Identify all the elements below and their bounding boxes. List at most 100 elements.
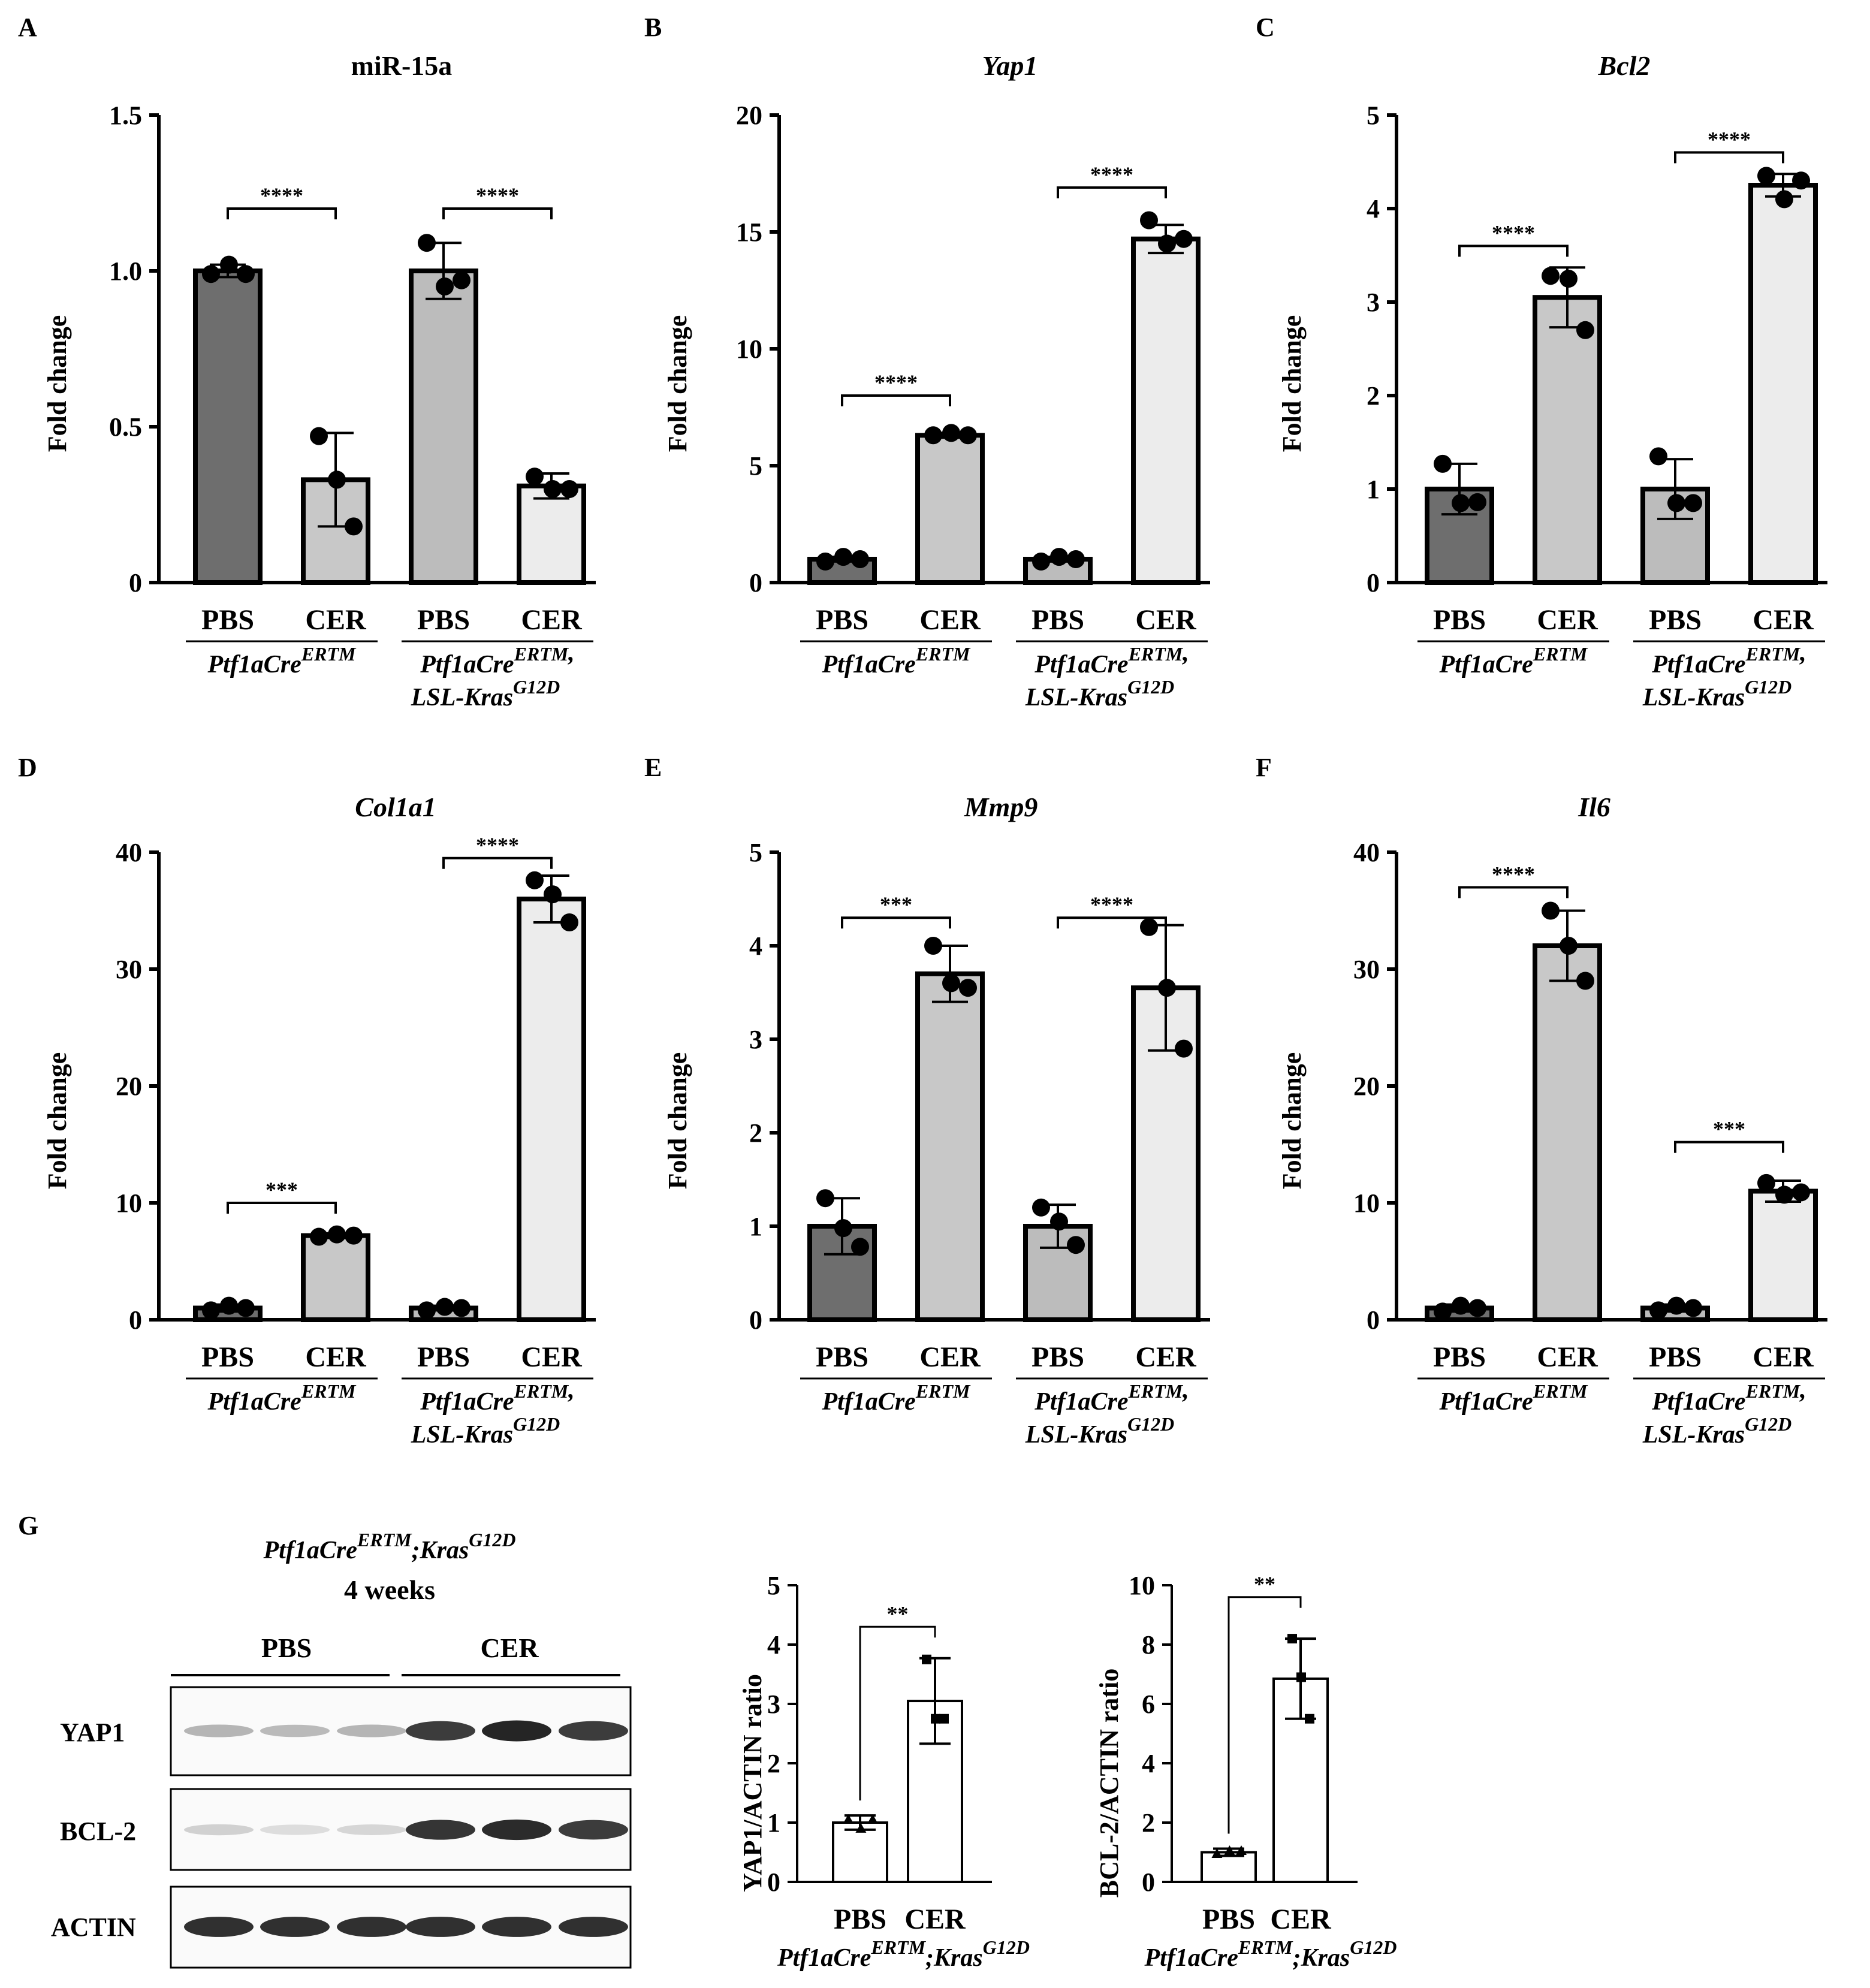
x-label-cer: CER [521, 604, 583, 636]
y-tick-labels: 0 5 10 15 20 [736, 101, 762, 598]
svg-text:Ptf1aCreERTM: Ptf1aCreERTM [822, 1380, 972, 1416]
y-tick-label: 3 [767, 1690, 780, 1719]
x-label-cer: CER [305, 604, 367, 636]
y-tick-label: 30 [1353, 955, 1380, 984]
significance-label: **** [1492, 862, 1535, 886]
panel-f: F Il6 Fold change 0 10 20 30 40 **** ***… [1256, 753, 1827, 1449]
data-point [526, 467, 544, 486]
data-point [1296, 1672, 1306, 1682]
plot-area [1387, 850, 1827, 1380]
plot-area [788, 1584, 992, 1884]
data-point [544, 885, 562, 904]
panel-e: E Mmp9 Fold change 0 1 2 3 4 5 *** **** … [644, 753, 1210, 1449]
genotype-superscript: ERTM [1128, 1380, 1184, 1402]
quant-genotype-label: Ptf1aCreERTM;KrasG12D [1144, 1936, 1397, 1972]
blot-title-duration: 4 weeks [344, 1574, 435, 1605]
panel-c: C Bcl2 Fold change 0 1 2 3 4 5 **** ****… [1256, 13, 1827, 711]
blot-band [406, 1917, 475, 1937]
data-point [1140, 211, 1158, 230]
significance-bracket [1674, 151, 1784, 164]
significance-label: **** [1090, 892, 1133, 916]
y-tick-label: 4 [749, 931, 762, 961]
data-point [1158, 979, 1176, 997]
data-point [1649, 1301, 1667, 1320]
data-point [1434, 454, 1452, 473]
bar [1131, 236, 1201, 585]
y-tick-label: 10 [116, 1188, 142, 1218]
data-point [560, 913, 578, 931]
data-point [942, 424, 960, 442]
x-label-cer: CER [1753, 604, 1814, 636]
chart-title-mir15a: miR-15a [351, 50, 453, 81]
genotype-superscript: ERTM [1533, 643, 1588, 665]
data-point [1236, 1845, 1247, 1856]
plot-area [1162, 1584, 1358, 1884]
y-tick-labels: 0 10 20 30 40 [116, 838, 142, 1335]
data-point [1468, 493, 1486, 511]
x-label-cer: CER [521, 1341, 583, 1373]
genotype-superscript: G12D [1127, 1413, 1174, 1435]
significance-bracket [841, 394, 951, 406]
genotype-base: LSL-Kras [1642, 1421, 1745, 1449]
x-label-cer: CER [919, 1341, 981, 1373]
significance-label: ** [887, 1601, 909, 1625]
y-tick-label: 1.5 [109, 101, 142, 130]
svg-text:LSL-KrasG12D: LSL-KrasG12D [411, 676, 560, 711]
x-group-labels: PBS CER PBS CER [816, 604, 1197, 636]
genotype-label-kras: Ptf1aCreERTM, LSL-KrasG12D [411, 639, 575, 711]
significance-label: *** [1713, 1117, 1745, 1141]
y-tick-labels: 0 1 2 3 4 5 [767, 1571, 780, 1897]
y-tick-label: 3 [749, 1025, 762, 1054]
y-tick-label: 1 [767, 1808, 780, 1838]
genotype-base: LSL-Kras [1025, 1421, 1127, 1449]
genotype-label-kras: Ptf1aCreERTM, LSL-KrasG12D [1642, 639, 1806, 711]
y-tick-label: 0 [129, 568, 142, 598]
significance-label: **** [476, 183, 519, 207]
svg-text:LSL-KrasG12D: LSL-KrasG12D [1025, 1413, 1175, 1449]
svg-text:Ptf1aCreERTM: Ptf1aCreERTM [207, 1380, 357, 1416]
bar [409, 269, 478, 585]
blot-band [406, 1820, 475, 1840]
blot-label: BCL-2 [60, 1817, 136, 1846]
svg-text:Ptf1aCreERTM,: Ptf1aCreERTM, [1651, 639, 1806, 678]
blot-band [559, 1721, 628, 1741]
significance-bracket [442, 856, 553, 869]
significance-label: **** [874, 370, 918, 394]
blot-bands [184, 1917, 628, 1937]
significance-labels: **** **** [1492, 127, 1751, 245]
genotype-superscript: ERTM [1128, 643, 1184, 665]
y-tick-label: 1 [1367, 475, 1380, 504]
genotype-superscript: G12D [1127, 676, 1174, 698]
data-point [924, 937, 942, 955]
x-label-pbs: PBS [201, 604, 254, 636]
svg-text:Ptf1aCreERTM: Ptf1aCreERTM [1439, 1380, 1589, 1416]
data-point [544, 480, 562, 498]
data-point [843, 1814, 854, 1824]
data-point [1468, 1299, 1486, 1317]
panel-letter-a: A [18, 13, 37, 42]
data-point [931, 1714, 940, 1724]
blot-actin: ACTIN [51, 1886, 632, 1969]
y-tick-labels: 0 10 20 30 40 [1353, 838, 1380, 1335]
genotype-base: Ptf1aCre [1651, 651, 1745, 678]
data-point [310, 1227, 328, 1246]
genotype-superscript: ERTM [1238, 1936, 1293, 1958]
significance-bracket [227, 1202, 337, 1214]
blot-bands [184, 1819, 628, 1841]
data-point [220, 255, 238, 274]
data-point [1542, 901, 1560, 920]
genotype-mid: ;Kras [1293, 1944, 1350, 1972]
genotype-superscript: ERTM [870, 1936, 926, 1958]
significance-labels: ** [887, 1601, 909, 1625]
y-tick-label: 0 [1367, 568, 1380, 598]
data-point [816, 552, 834, 571]
y-tick-label: 2 [749, 1118, 762, 1148]
x-label-pbs: PBS [417, 604, 470, 636]
blot-bcl2: BCL-2 [60, 1788, 632, 1871]
y-tick-label: 2 [1367, 381, 1380, 411]
x-group-labels: PBS CER PBS CER [816, 1341, 1197, 1373]
x-label-pbs: PBS [1031, 1341, 1084, 1373]
genotype-base: Ptf1aCre [1439, 651, 1533, 678]
x-group-labels: PBS CER [1202, 1903, 1332, 1935]
